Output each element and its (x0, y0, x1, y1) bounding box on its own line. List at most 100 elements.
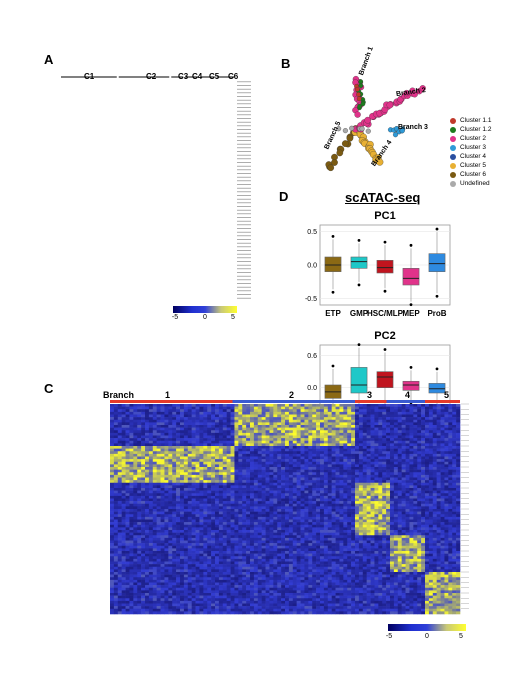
boxplot-outlier (435, 294, 439, 298)
panel-b-legend: Cluster 1.1 Cluster 1.2 Cluster 2 Cluster 3… (450, 116, 491, 188)
legend-dot-icon (450, 117, 456, 124)
boxplot-box (428, 253, 446, 272)
boxplot-outlier (383, 240, 387, 244)
boxplot-box (376, 260, 394, 274)
panel-c-branch-4: 4 (405, 390, 411, 400)
panel-d-title: scATAC-seq (345, 190, 421, 205)
panel-a-heatmap (61, 76, 251, 299)
boxplot-outlier (357, 343, 361, 347)
y-tick-label: 0.0 (307, 385, 317, 392)
x-tick-label: MEP (402, 309, 420, 318)
legend-item: Cluster 2 (450, 134, 491, 143)
legend-item: Cluster 4 (450, 152, 491, 161)
legend-dot-icon (450, 126, 456, 133)
boxplot-box (376, 371, 394, 388)
boxplot-box (324, 256, 342, 272)
trajectory-cell (392, 132, 399, 138)
cluster-c6-label: C6 (228, 72, 239, 81)
legend-label: Cluster 5 (460, 162, 487, 169)
trajectory-cell (364, 116, 372, 124)
trajectory-cell (419, 85, 426, 92)
colorbar-c-tick-max: 5 (459, 633, 463, 640)
panel-c-colorbar (388, 624, 466, 631)
legend-dot-icon (450, 153, 456, 160)
trajectory-cell (346, 134, 354, 142)
panel-c-branch-5: 5 (444, 390, 450, 400)
boxplot-outlier (331, 364, 335, 368)
branch-3-label: Branch 3 (398, 124, 428, 131)
cluster-c5-label: C5 (209, 72, 220, 81)
panel-c-branch-title: Branch (103, 390, 135, 400)
trajectory-cell (358, 79, 364, 84)
branch-bar (110, 400, 233, 403)
trajectory-cell (360, 101, 366, 107)
colorbar-a-tick-max: 5 (231, 314, 235, 321)
legend-item: Undefined (450, 179, 491, 188)
branch-bar (425, 400, 460, 403)
trajectory-cell (359, 126, 365, 132)
legend-item: Cluster 5 (450, 161, 491, 170)
cluster-c3-label: C3 (178, 72, 189, 81)
trajectory-cell (399, 128, 405, 134)
panel-d-label: D (279, 189, 289, 204)
trajectory-cell (357, 104, 362, 109)
panel-c-heatmap-wrap (110, 400, 470, 620)
trajectory-cell (365, 128, 371, 134)
trajectory-cell (386, 101, 394, 109)
boxplot-box (402, 380, 420, 391)
boxplot-outlier (409, 243, 413, 247)
boxplot-box (428, 383, 446, 394)
trajectory-cell (356, 92, 361, 97)
x-tick-label: ETP (325, 309, 341, 318)
legend-dot-icon (450, 180, 456, 187)
trajectory-cell (342, 128, 348, 134)
panel-a-label: A (44, 52, 54, 67)
colorbar-c-tick-mid: 0 (425, 633, 429, 640)
trajectory-cell (341, 140, 349, 147)
panel-c-branch-3: 3 (367, 390, 373, 400)
legend-label: Cluster 4 (460, 153, 487, 160)
boxplot-outlier (409, 365, 413, 369)
boxplot-outlier (357, 239, 361, 242)
x-tick-label: GMP (350, 309, 369, 318)
legend-label: Cluster 2 (460, 135, 487, 142)
trajectory-cell (349, 125, 355, 131)
boxplot-outlier (409, 303, 413, 307)
trajectory-cell (411, 91, 418, 98)
boxplot-outlier (435, 367, 439, 371)
trajectory-cell (327, 164, 335, 172)
branch-bar (232, 400, 355, 403)
panel-b-trajectory-wrap (300, 60, 450, 180)
panel-b-label: B (281, 56, 291, 71)
cluster-c4-label: C4 (192, 72, 203, 81)
legend-item: Cluster 1.2 (450, 125, 491, 134)
legend-item: Cluster 3 (450, 143, 491, 152)
panel-c-branch-2: 2 (289, 390, 295, 400)
boxplot-box (402, 268, 420, 286)
trajectory-cell (356, 96, 362, 102)
panel-a-colorbar (173, 306, 237, 313)
legend-item: Cluster 6 (450, 170, 491, 179)
trajectory-cell (336, 149, 344, 157)
branch-bar (355, 400, 387, 403)
legend-dot-icon (450, 162, 456, 169)
legend-dot-icon (450, 135, 456, 142)
y-tick-label: -0.5 (305, 296, 317, 303)
legend-dot-icon (450, 171, 456, 178)
legend-label: Cluster 1.2 (460, 126, 492, 133)
cluster-c1-label: C1 (84, 72, 95, 81)
colorbar-a-tick-min: -5 (171, 314, 179, 321)
boxplot-outlier (331, 290, 335, 294)
boxplot-title: PC2 (374, 330, 395, 342)
panel-c-branch-1: 1 (165, 390, 171, 400)
boxplot-outlier (383, 289, 387, 293)
boxplot-outlier (357, 283, 361, 287)
trajectory-cell (358, 83, 364, 88)
boxplot-box (350, 367, 368, 394)
boxplot-outlier (331, 235, 335, 238)
x-tick-label: ProB (427, 309, 446, 318)
legend-label: Cluster 1.1 (460, 117, 492, 124)
legend-label: Cluster 6 (460, 171, 487, 178)
legend-label: Cluster 3 (460, 144, 487, 151)
boxplot-box (350, 256, 368, 269)
